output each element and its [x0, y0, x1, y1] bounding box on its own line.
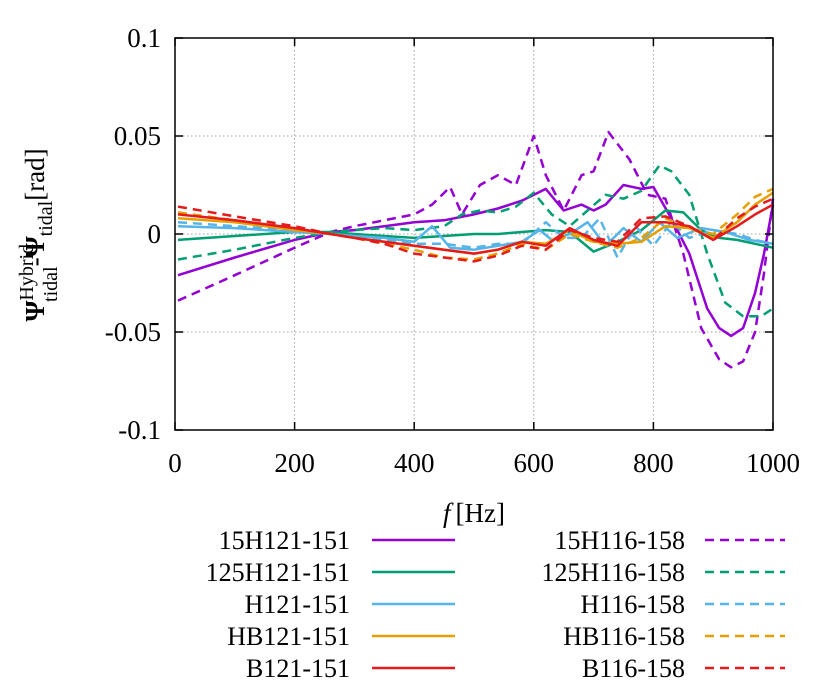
x-tick-label: 400 [394, 448, 435, 478]
y-label-sup: Hybrid [16, 244, 38, 301]
legend-label-15h116-158-dashed: 15H116-158 [555, 526, 685, 555]
series-line-15h116-158-dashed [177, 130, 775, 369]
series-line-15h121-151 [177, 183, 775, 338]
ticks [174, 37, 774, 431]
y-label-dash: - [20, 257, 50, 266]
x-tick-label: 800 [633, 448, 674, 478]
y-tick-label: -0.1 [118, 415, 161, 445]
legend-label-hb116-158-dashed: HB116-158 [563, 622, 685, 651]
legend-label-h121-151: H121-151 [245, 590, 350, 619]
x-label-symbol: f [443, 498, 454, 528]
legend-label-15h121-151: 15H121-151 [219, 526, 350, 555]
x-tick-label: 200 [274, 448, 315, 478]
y-label-psi-2: Ψ [20, 236, 50, 257]
y-axis-label: ΨHybrid tidal-Ψtidal[rad] [16, 148, 62, 321]
y-tick-label: 0.1 [127, 23, 161, 53]
tick-labels: 0 200 400 600 800 1000 0.1 0.05 0 -0.05 -0.1 [105, 23, 800, 478]
legend-label-h116-158-dashed: H116-158 [581, 590, 685, 619]
legend-label-b116-158-dashed: B116-158 [582, 654, 685, 683]
legend-label-125h116-158-dashed: 125H116-158 [542, 558, 685, 587]
legend-label-b121-151: B121-151 [246, 654, 350, 683]
y-label-sub-2: tidal [35, 200, 57, 236]
legend: 15H121-151 125H121-151 H121-151 HB121-151 B1… [206, 526, 785, 683]
y-tick-label: -0.05 [105, 317, 161, 347]
series-line-h116-158-dashed [177, 217, 774, 259]
series-line-h121-151 [177, 220, 774, 251]
y-label-psi-1: Ψ [20, 301, 50, 322]
legend-label-125h121-151: 125H121-151 [206, 558, 350, 587]
y-tick-label: 0 [148, 219, 162, 249]
x-axis-label: f [Hz] [443, 498, 505, 528]
series-layer [177, 130, 775, 369]
y-label-sub: tidal [40, 266, 62, 302]
x-tick-label: 600 [514, 448, 555, 478]
x-label-unit: [Hz] [456, 498, 505, 528]
y-label-unit: [rad] [20, 148, 50, 200]
legend-label-hb121-151: HB121-151 [227, 622, 350, 651]
x-tick-label: 1000 [746, 448, 800, 478]
x-tick-label: 0 [168, 448, 182, 478]
series-line-b116-158-dashed [177, 197, 774, 263]
y-tick-label: 0.05 [114, 121, 161, 151]
